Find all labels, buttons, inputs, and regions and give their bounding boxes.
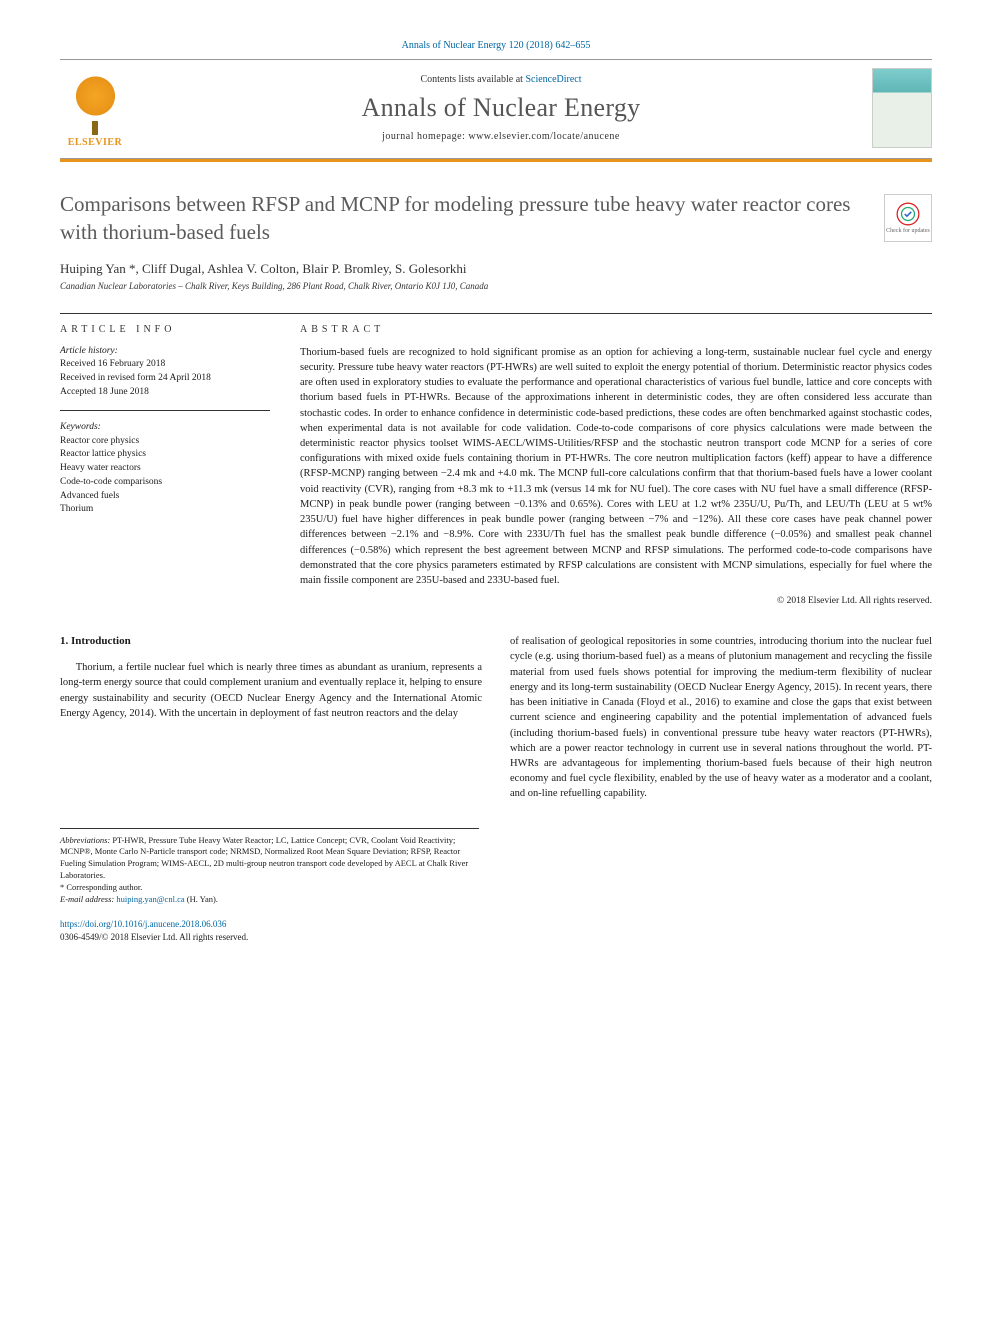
keyword: Thorium	[60, 504, 93, 514]
publisher-name: ELSEVIER	[68, 137, 123, 148]
article-info-label: article info	[60, 324, 270, 335]
issn-line: 0306-4549/© 2018 Elsevier Ltd. All right…	[60, 932, 248, 942]
body-column-right: of realisation of geological repositorie…	[510, 634, 932, 801]
homepage-url[interactable]: www.elsevier.com/locate/anucene	[468, 131, 619, 142]
contents-prefix: Contents lists available at	[420, 74, 525, 85]
intro-paragraph: of realisation of geological repositorie…	[510, 634, 932, 801]
abstract-label: abstract	[300, 324, 932, 335]
keyword: Advanced fuels	[60, 491, 119, 501]
email-label: E-mail address:	[60, 894, 116, 904]
abstract-text: Thorium-based fuels are recognized to ho…	[300, 345, 932, 589]
check-updates-label: Check for updates	[886, 227, 930, 235]
history-received: Received 16 February 2018	[60, 359, 165, 369]
article-title: Comparisons between RFSP and MCNP for mo…	[60, 190, 932, 247]
body-column-left: 1. Introduction Thorium, a fertile nucle…	[60, 634, 482, 801]
check-updates-badge[interactable]: Check for updates	[884, 194, 932, 242]
article-history: Article history: Received 16 February 20…	[60, 345, 270, 411]
history-accepted: Accepted 18 June 2018	[60, 387, 149, 397]
top-citation: Annals of Nuclear Energy 120 (2018) 642–…	[60, 40, 932, 51]
page-footer: https://doi.org/10.1016/j.anucene.2018.0…	[60, 918, 932, 943]
keywords: Keywords: Reactor core physics Reactor l…	[60, 421, 270, 517]
check-updates-icon	[895, 201, 921, 227]
keyword: Code-to-code comparisons	[60, 477, 162, 487]
journal-cover-thumb	[872, 68, 932, 148]
accent-bar	[60, 159, 932, 162]
corresponding-author: * Corresponding author.	[60, 882, 479, 894]
homepage-line: journal homepage: www.elsevier.com/locat…	[150, 131, 852, 142]
keyword: Heavy water reactors	[60, 463, 141, 473]
email-name: (H. Yan).	[185, 894, 218, 904]
abbrev-text: PT-HWR, Pressure Tube Heavy Water Reacto…	[60, 835, 468, 881]
contents-line: Contents lists available at ScienceDirec…	[150, 74, 852, 85]
intro-heading: 1. Introduction	[60, 634, 482, 650]
authors: Huiping Yan *, Cliff Dugal, Ashlea V. Co…	[60, 261, 932, 277]
history-heading: Article history:	[60, 346, 118, 356]
keyword: Reactor lattice physics	[60, 449, 146, 459]
abbrev-label: Abbreviations:	[60, 835, 110, 845]
keyword: Reactor core physics	[60, 436, 139, 446]
email-link[interactable]: huiping.yan@cnl.ca	[116, 894, 184, 904]
affiliation: Canadian Nuclear Laboratories – Chalk Ri…	[60, 281, 932, 291]
journal-header: ELSEVIER Contents lists available at Sci…	[60, 59, 932, 159]
homepage-prefix: journal homepage:	[382, 131, 468, 142]
doi-link[interactable]: https://doi.org/10.1016/j.anucene.2018.0…	[60, 919, 226, 929]
journal-name: Annals of Nuclear Energy	[150, 93, 852, 123]
footnotes: Abbreviations: PT-HWR, Pressure Tube Hea…	[60, 828, 479, 906]
elsevier-logo: ELSEVIER	[60, 68, 130, 148]
keywords-heading: Keywords:	[60, 422, 101, 432]
sciencedirect-link[interactable]: ScienceDirect	[525, 74, 581, 85]
history-revised: Received in revised form 24 April 2018	[60, 373, 211, 383]
intro-paragraph: Thorium, a fertile nuclear fuel which is…	[60, 660, 482, 721]
copyright: © 2018 Elsevier Ltd. All rights reserved…	[300, 596, 932, 606]
article-title-text: Comparisons between RFSP and MCNP for mo…	[60, 192, 850, 244]
